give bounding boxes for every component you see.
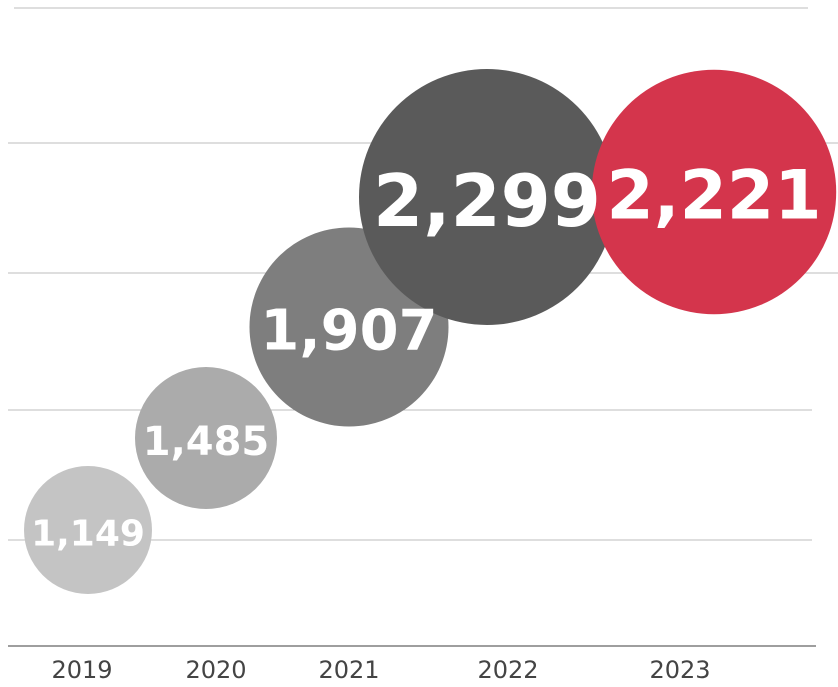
x-tick-label-2022: 2022 <box>477 656 538 684</box>
x-tick-label-2019: 2019 <box>51 656 112 684</box>
x-tick-label-2023: 2023 <box>649 656 710 684</box>
value-label-2019: 1,149 <box>31 514 145 555</box>
value-label-2022: 2,299 <box>373 159 601 243</box>
bubble-2019 <box>24 466 152 594</box>
bubble-2023 <box>591 69 837 315</box>
bubbles: 1,149 1,485 1,907 2,299 2,221 <box>24 69 837 594</box>
x-axis-labels: 2019 2020 2021 2022 2023 <box>51 656 710 684</box>
x-tick-label-2021: 2021 <box>318 656 379 684</box>
x-tick-label-2020: 2020 <box>185 656 246 684</box>
value-label-2023: 2,221 <box>606 157 821 236</box>
bubble-2022 <box>359 69 615 325</box>
value-label-2020: 1,485 <box>143 419 270 465</box>
bubble-2020 <box>135 367 277 509</box>
value-label-2021: 1,907 <box>260 299 437 364</box>
